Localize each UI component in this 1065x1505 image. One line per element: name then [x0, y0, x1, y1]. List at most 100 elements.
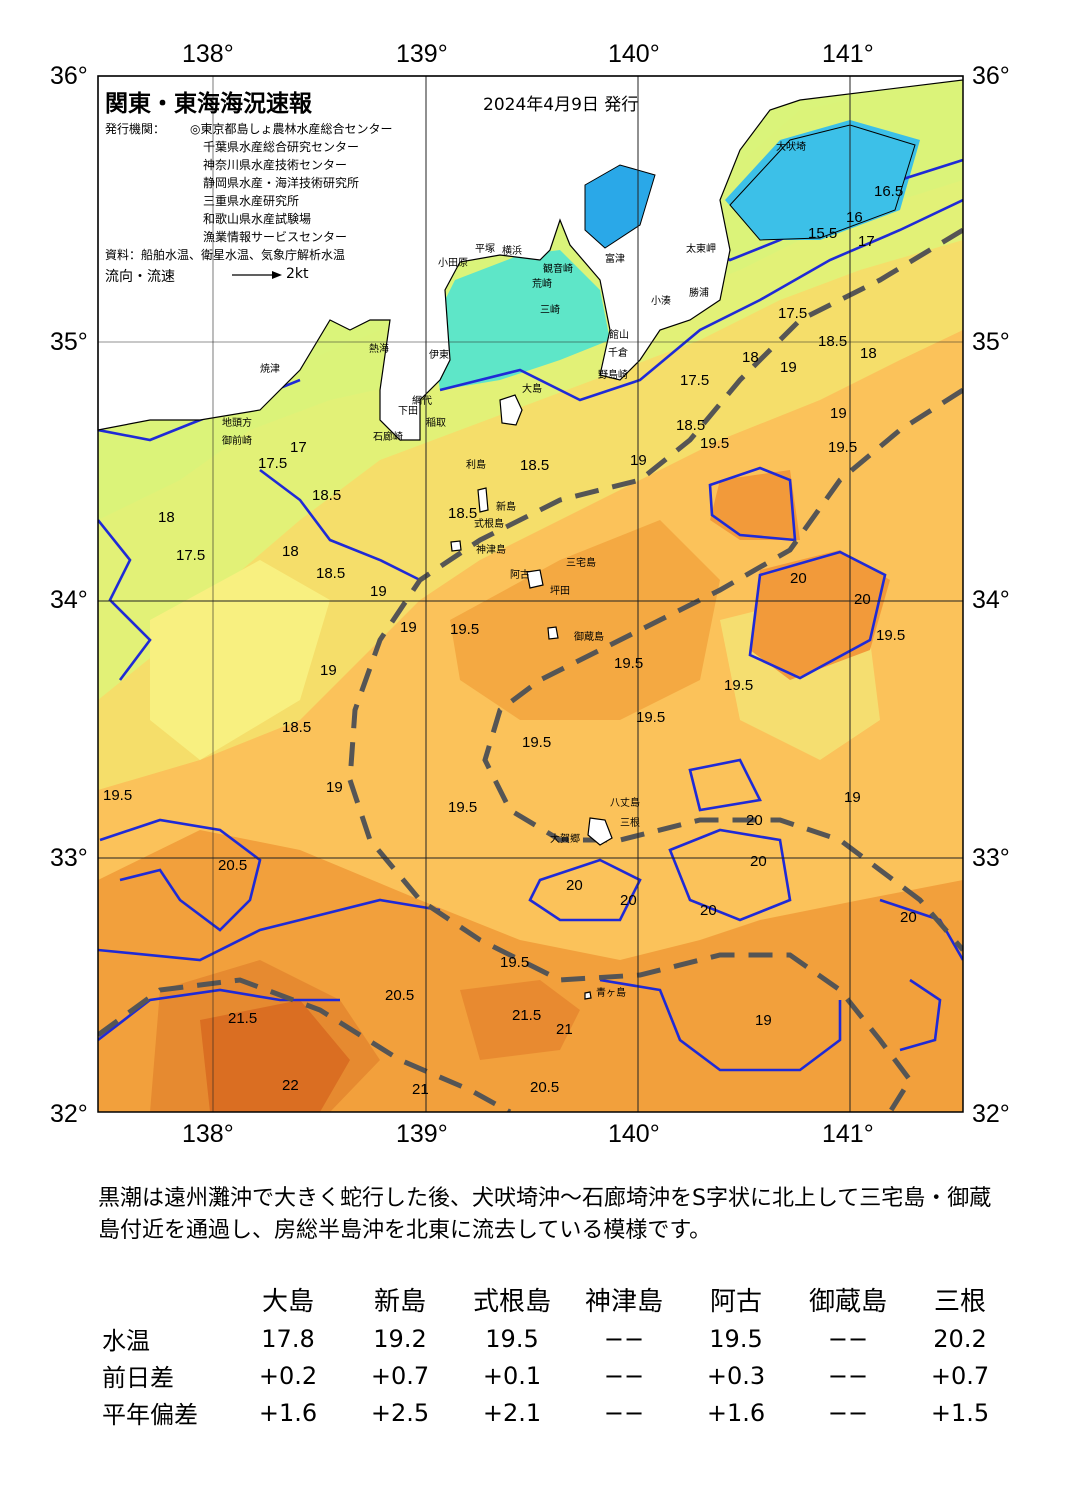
table-header-row: 大島 新島 式根島 神津島 阿古 御蔵島 三根 [90, 1278, 1016, 1320]
issuer-item: 三重県水産研究所 [203, 194, 300, 208]
row-header: 平年偏差 [102, 1401, 198, 1429]
lon-label: 139° [396, 40, 448, 68]
isotherm-label: 18.5 [448, 505, 477, 522]
niijima-island [477, 487, 489, 513]
isotherm-label: 17.5 [778, 305, 807, 322]
isotherm-label: 18.5 [520, 457, 549, 474]
isotherm-label: 19.5 [500, 954, 529, 971]
isotherm-label: 21 [412, 1081, 429, 1098]
isotherm-label: 18.5 [818, 333, 847, 350]
isotherm-label: 18.5 [282, 719, 311, 736]
sea-temperature-map: 15.5 16 16.5 17 17 17.5 17.5 17.5 17.5 1… [97, 75, 964, 1113]
isotherm-label: 19.5 [700, 435, 729, 452]
table-cell: 19.2 [373, 1324, 427, 1353]
isotherm-label: 16.5 [874, 183, 903, 200]
table-cell: +0.7 [930, 1361, 990, 1390]
row-header: 水温 [102, 1327, 150, 1355]
place-name: 稲取 [426, 417, 446, 429]
flow-scale-arrow [232, 271, 282, 279]
place-name: 下田 [398, 406, 418, 417]
lon-label: 140° [608, 40, 660, 68]
issuer-item: 漁業情報サービスセンター [203, 230, 348, 244]
place-name: 三宅島 [566, 556, 596, 569]
miyakejima-island [526, 569, 544, 589]
isotherm-label: 19.5 [724, 677, 753, 694]
isotherm-label: 20.5 [218, 857, 247, 874]
isotherm-label: 17 [290, 439, 307, 456]
lat-label: 34° [50, 586, 88, 614]
place-names: 大吠埼 太東岬 勝浦 小湊 館山 千倉 野島崎 富津 平塚 横浜 観音崎 荒崎 … [222, 140, 806, 999]
place-name: 野島崎 [598, 368, 628, 381]
lat-label: 32° [50, 1100, 88, 1128]
place-name: 荒崎 [532, 277, 552, 290]
place-name: 三崎 [540, 303, 560, 316]
place-name: 焼津 [260, 363, 280, 375]
isotherm-label: 19 [370, 583, 387, 600]
isotherm-label: 20.5 [530, 1079, 559, 1096]
place-name: 八丈島 [610, 796, 640, 809]
place-name: 館山 [609, 328, 629, 341]
table-row: 水温 17.8 19.2 19.5 −− 19.5 −− 20.2 [90, 1320, 1016, 1357]
isotherm-label: 18.5 [676, 417, 705, 434]
table-cell: 19.5 [485, 1324, 539, 1353]
isotherm-label: 19 [630, 452, 647, 469]
place-name: 太東岬 [686, 242, 716, 255]
isotherm-label: 20 [746, 812, 763, 829]
lat-label: 36° [50, 62, 88, 90]
lon-label: 139° [396, 1120, 448, 1148]
mikurajima-island [547, 626, 559, 640]
table-row: 平年偏差 +1.6 +2.5 +2.1 −− +1.6 −− +1.5 [90, 1394, 1016, 1431]
place-name: 小湊 [651, 294, 671, 307]
table-cell: −− [827, 1398, 869, 1427]
lon-label: 138° [182, 1120, 234, 1148]
table-cell: +1.6 [258, 1398, 318, 1427]
place-name: 熱海 [369, 342, 389, 355]
isotherm-label: 20 [900, 909, 917, 926]
map-title: 関東・東海海況速報 [105, 91, 312, 117]
column-header: 三根 [933, 1286, 986, 1317]
lat-label: 34° [972, 586, 1010, 614]
issuer-item: 神奈川県水産技術センター [203, 158, 348, 172]
map-frame [97, 75, 964, 1113]
issuer-item: ◎東京都島しょ農林水産総合センター [190, 122, 393, 136]
column-header: 新島 [373, 1286, 426, 1317]
issuer-item: 千葉県水産総合研究センター [203, 140, 360, 154]
kozushima-island [450, 540, 462, 552]
place-name: 御前崎 [222, 434, 252, 447]
issuer-item: 和歌山県水産試験場 [203, 212, 312, 226]
lat-label: 33° [972, 844, 1010, 872]
oshima-island [499, 394, 523, 426]
table-cell: +0.7 [370, 1361, 430, 1390]
place-name: 横浜 [502, 244, 522, 257]
column-header: 大島 [261, 1286, 314, 1317]
table-cell: +1.6 [706, 1398, 766, 1427]
isotherm-label: 19.5 [876, 627, 905, 644]
isotherm-label: 19.5 [636, 709, 665, 726]
land [97, 75, 964, 1000]
isotherm-label: 21 [556, 1021, 573, 1038]
table-cell: +2.5 [370, 1398, 430, 1427]
observation-table: 大島 新島 式根島 神津島 阿古 御蔵島 三根 水温 17.8 19.2 19.… [90, 1278, 1016, 1431]
isotherm-label: 19.5 [828, 439, 857, 456]
isotherm-label: 19.5 [448, 799, 477, 816]
table-cell: +0.1 [482, 1361, 542, 1390]
isotherm-labels: 15.5 16 16.5 17 17 17.5 17.5 17.5 17.5 1… [103, 183, 917, 1098]
place-name: 式根島 [474, 517, 504, 530]
lon-label: 138° [182, 40, 234, 68]
isotherm-label: 16 [846, 209, 863, 226]
isotherm-label: 20 [790, 570, 807, 587]
isotherm-label: 20.5 [385, 987, 414, 1004]
issuer-list: ◎東京都島しょ農林水産総合センター 千葉県水産総合研究センター 神奈川県水産技術… [190, 120, 392, 246]
data-source: 資料：船舶水温、衛星水温、気象庁解析水温 [105, 248, 346, 262]
flow-legend-label: 流向・流速 [105, 269, 175, 285]
hachijojima-island [587, 817, 613, 846]
lat-label: 36° [972, 62, 1010, 90]
issuer-label: 発行機関： [105, 122, 166, 136]
flow-scale-label: 2kt [286, 266, 309, 282]
isotherm-label: 21.5 [228, 1010, 257, 1027]
table-cell: +2.1 [482, 1398, 542, 1427]
isotherm-label: 17.5 [258, 455, 287, 472]
map-grid [98, 76, 963, 1112]
isotherm-label: 18.5 [312, 487, 341, 504]
isotherm-label: 18 [860, 345, 877, 362]
